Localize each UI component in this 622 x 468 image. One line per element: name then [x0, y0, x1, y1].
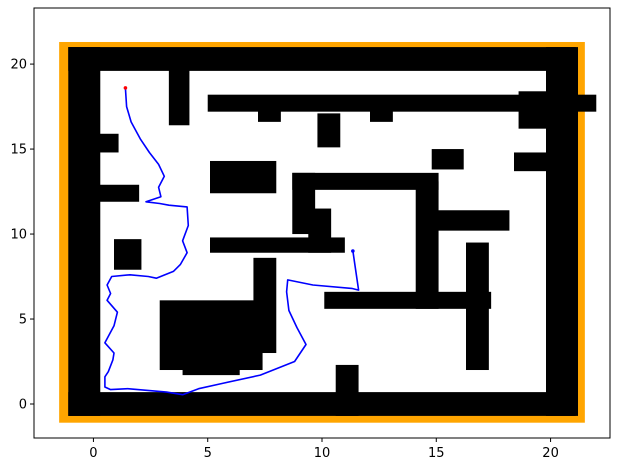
wall-block: [182, 332, 240, 376]
wall-block: [324, 291, 492, 309]
wall-block: [292, 172, 316, 235]
planned-path-line: [104, 87, 360, 396]
y-tick-label: 20: [10, 58, 27, 73]
wall-block: [82, 133, 119, 153]
wall-block: [431, 149, 464, 170]
tick-layer: 0 5 10 15 20 0 5 10 15 20: [10, 58, 558, 461]
wall-block: [335, 364, 359, 416]
wall-block: [68, 47, 576, 71]
wall-block: [427, 210, 510, 231]
y-tick-label: 5: [19, 313, 27, 328]
y-tick-label: 0: [19, 398, 27, 413]
wall-block: [514, 152, 560, 172]
wall-block: [68, 392, 576, 416]
wall-block: [114, 239, 142, 270]
wall-block: [68, 47, 101, 416]
x-tick-label: 5: [204, 446, 212, 461]
wall-block: [415, 181, 439, 309]
path-start-marker: [123, 86, 128, 90]
wall-layer: [68, 47, 597, 416]
x-tick-label: 10: [314, 446, 331, 461]
path-end-marker: [351, 249, 355, 253]
x-tick-label: 0: [89, 446, 97, 461]
wall-block: [292, 172, 439, 190]
path-layer: [104, 86, 360, 396]
wall-block: [210, 160, 277, 194]
wall-block: [168, 55, 190, 126]
wall-block: [518, 91, 556, 129]
x-tick-label: 15: [428, 446, 445, 461]
wall-block: [253, 257, 277, 354]
wall-block: [82, 184, 140, 202]
wall-block: [258, 104, 281, 122]
y-tick-label: 15: [10, 143, 27, 158]
wall-block: [466, 242, 489, 371]
x-tick-label: 20: [542, 446, 559, 461]
free-space-region: [194, 77, 464, 95]
wall-block: [317, 113, 341, 148]
y-tick-label: 10: [10, 228, 27, 243]
wall-block: [370, 104, 393, 122]
wall-block: [207, 94, 597, 112]
